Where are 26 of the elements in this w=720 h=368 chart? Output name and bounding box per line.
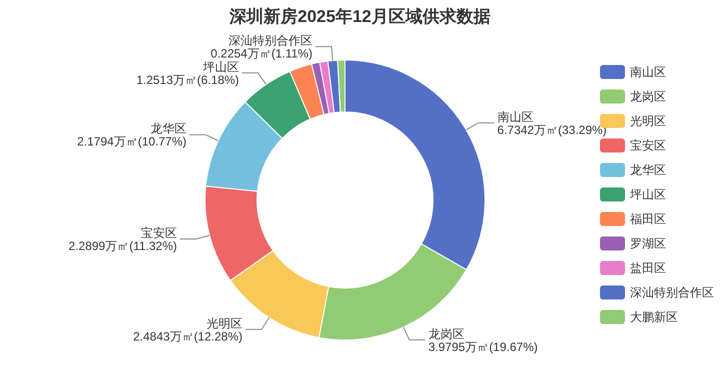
slice-label: 光明区 (206, 316, 243, 330)
legend-label: 宝安区 (630, 138, 666, 152)
chart-title: 深圳新房2025年12月区域供求数据 (228, 7, 490, 26)
slice-label: 南山区 (497, 110, 534, 124)
slice-label: 坪山区 (202, 60, 240, 74)
data-label: 2.4843万㎡(12.28%) (133, 329, 243, 344)
legend-label: 龙华区 (630, 163, 666, 177)
slice-label: 龙岗区 (428, 326, 464, 341)
data-label: 0.2254万㎡(1.11%) (210, 46, 312, 61)
data-label: 6.7342万㎡(33.29%) (497, 122, 607, 137)
data-label: 2.1794万㎡(10.77%) (77, 134, 187, 149)
data-label: 3.9795万㎡(19.67%) (428, 340, 538, 354)
legend-label: 坪山区 (629, 188, 666, 202)
legend-label: 大鹏新区 (630, 310, 678, 324)
data-label: 1.2513万㎡(6.18%) (136, 72, 240, 87)
data-label: 2.2899万㎡(11.32%) (68, 239, 178, 254)
legend-label: 福田区 (630, 212, 666, 226)
legend-label: 龙岗区 (630, 90, 666, 104)
legend-label: 罗湖区 (630, 236, 666, 250)
legend-label: 深汕特别合作区 (630, 286, 714, 300)
slice-label: 宝安区 (141, 226, 178, 240)
legend-label: 南山区 (630, 65, 666, 79)
legend-label: 光明区 (630, 114, 666, 128)
slice-label: 深汕特别合作区 (228, 34, 312, 48)
slice-label: 龙华区 (150, 122, 187, 136)
legend-label: 盐田区 (630, 261, 666, 275)
